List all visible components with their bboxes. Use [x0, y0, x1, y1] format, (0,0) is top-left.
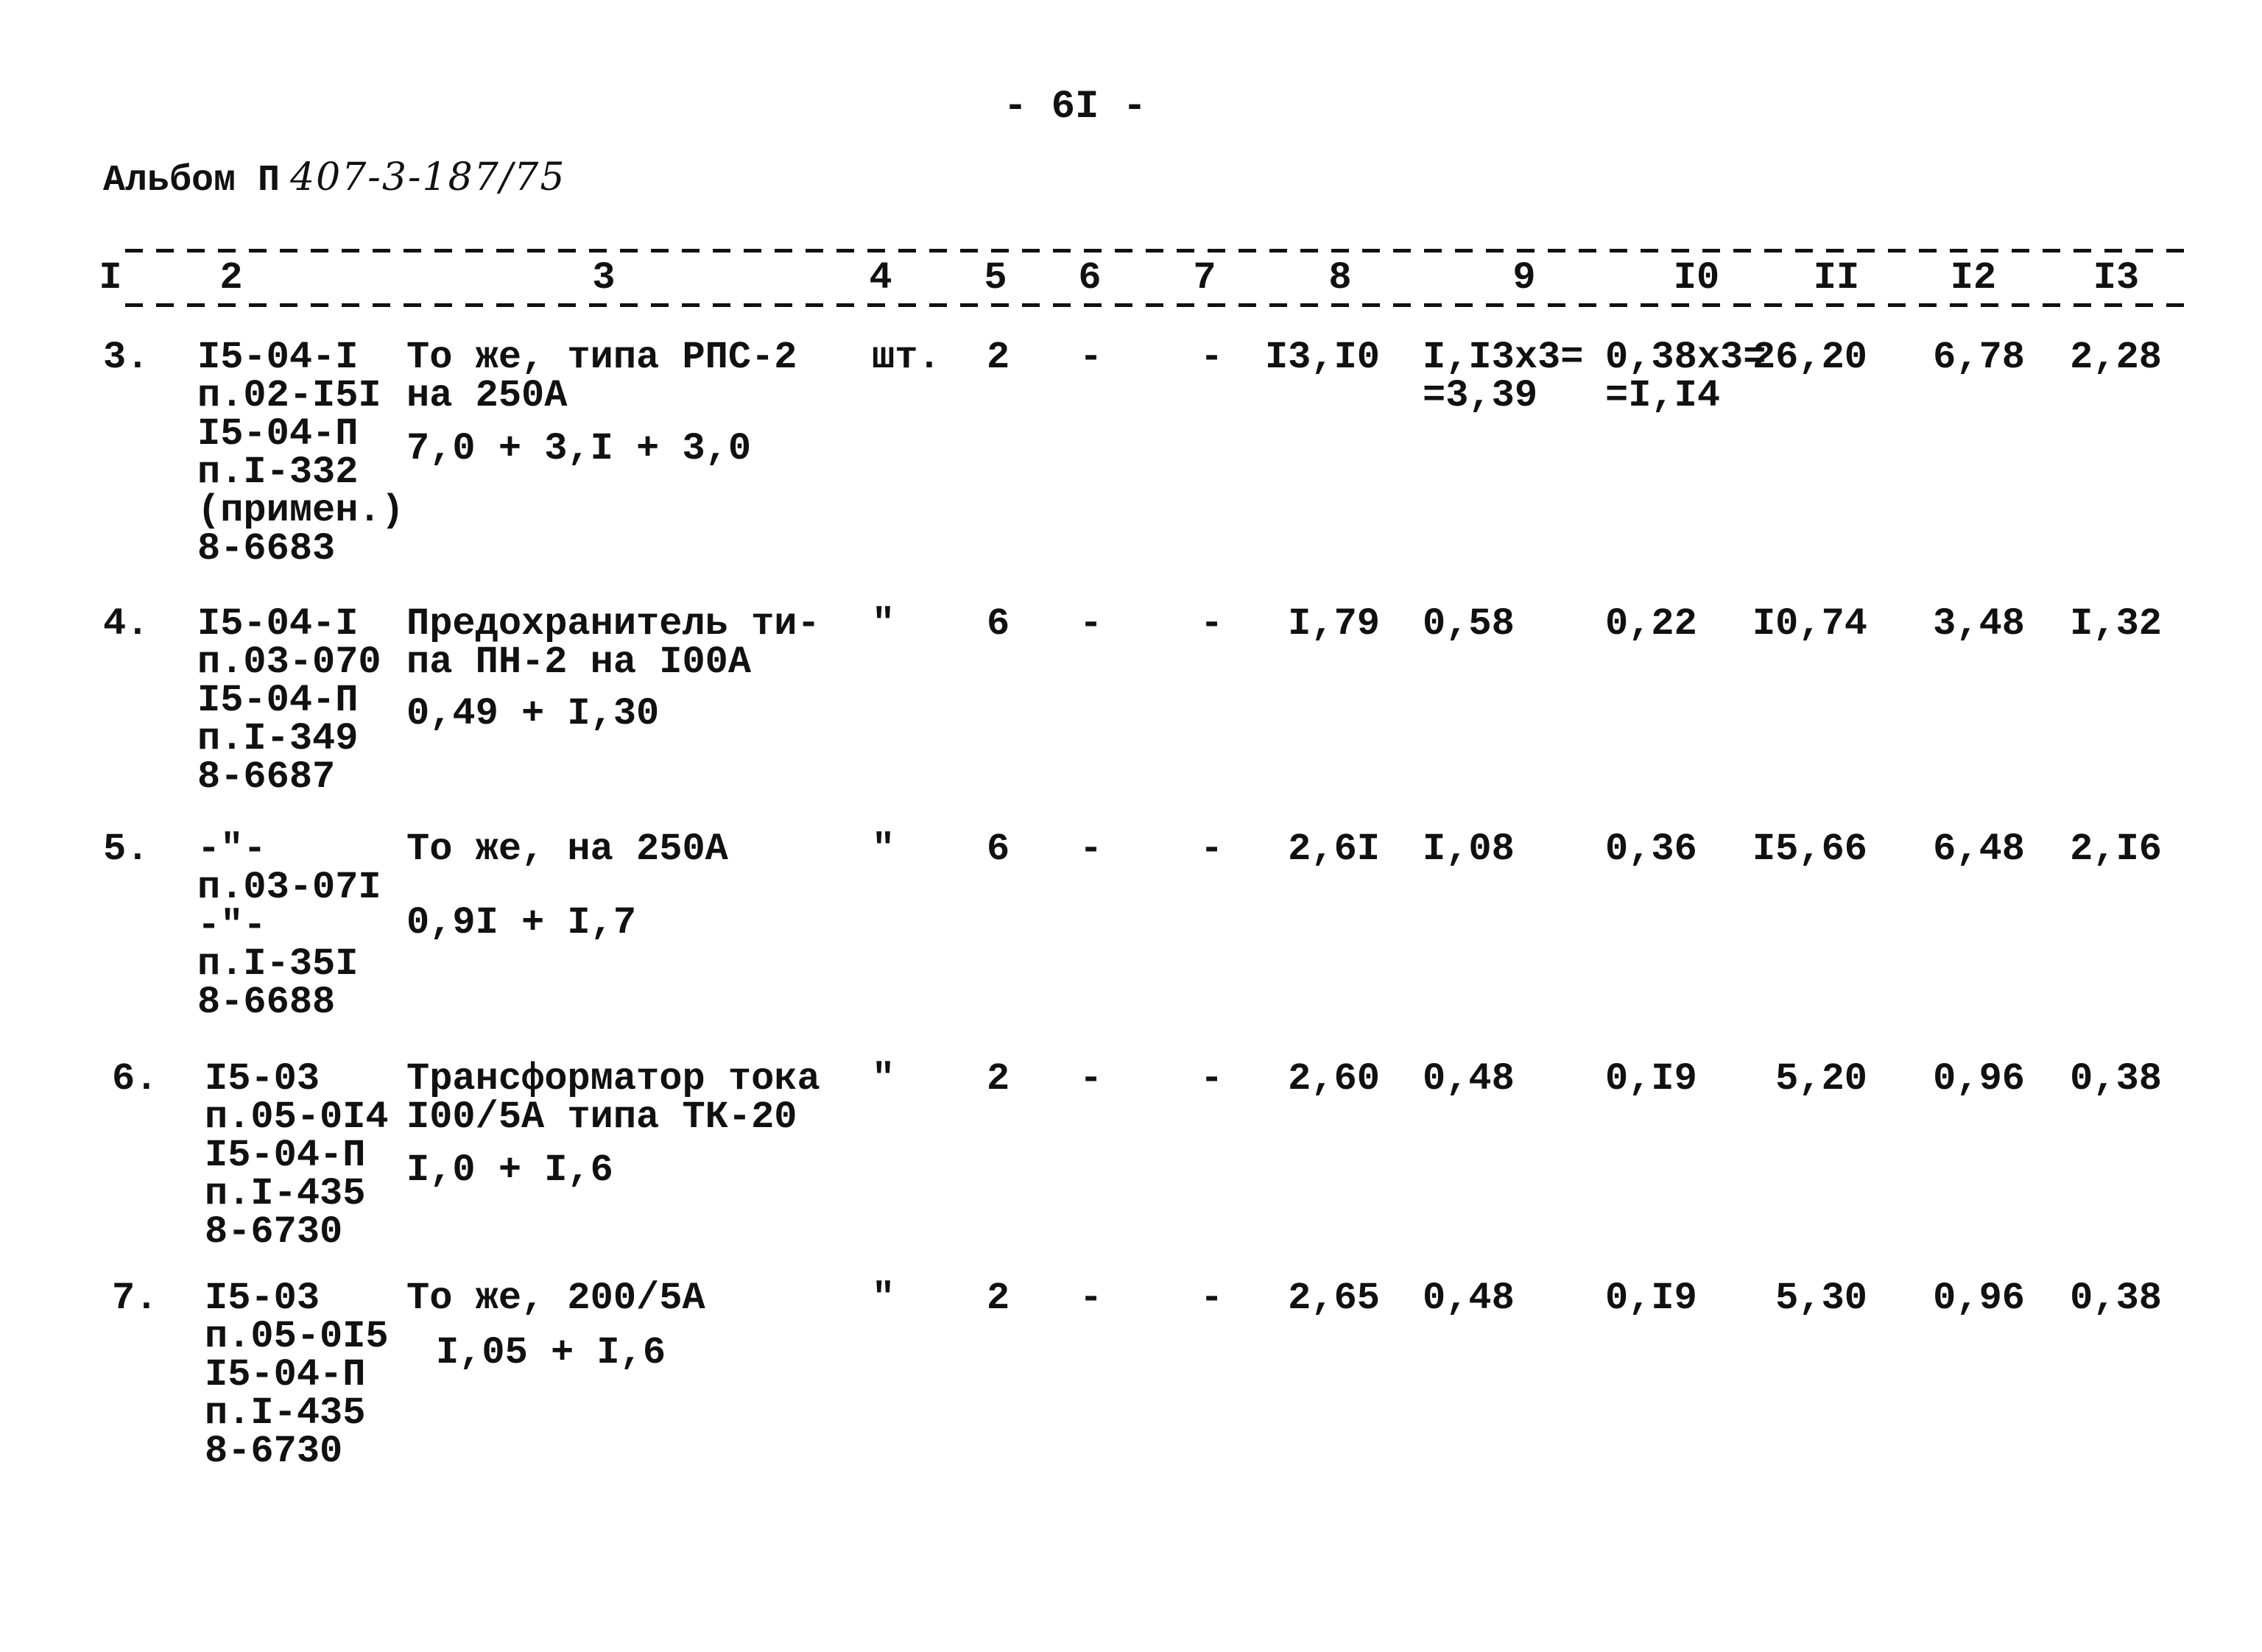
description-cell: То же, 200/5А [406, 1277, 705, 1320]
reference-cell: I5-04-I п.02-I5I I5-04-П п.I-332 (примен… [197, 336, 404, 571]
column-header: 7 [1193, 256, 1216, 300]
unit-cell: шт. [872, 336, 941, 379]
col9-cell: 0,48 [1423, 1057, 1515, 1101]
col6-cell: - [1079, 336, 1103, 379]
col6-cell: - [1079, 1057, 1103, 1101]
col7-cell: - [1200, 1277, 1224, 1320]
quantity-cell: 2 [987, 1277, 1010, 1320]
unit-cell: " [872, 1277, 895, 1320]
col11-cell: I5,66 [1752, 827, 1867, 871]
col12-cell: 6,78 [1933, 336, 2025, 379]
album-heading: Альбом П 407-3-187/75 [103, 158, 566, 200]
col12-cell: 6,48 [1933, 827, 2025, 871]
row-number: 7. [112, 1277, 158, 1320]
column-header: 4 [869, 256, 892, 300]
formula-cell: I,05 + I,6 [436, 1331, 666, 1374]
col10-cell: 0,I9 [1605, 1277, 1697, 1320]
col6-cell: - [1079, 827, 1103, 871]
column-header: I0 [1673, 256, 1720, 300]
col11-cell: I0,74 [1752, 602, 1867, 646]
col9-cell: I,08 [1423, 827, 1515, 871]
col8-cell: 2,60 [1288, 1057, 1380, 1101]
col9-cell: I,I3x3= =3,39 [1423, 336, 1584, 417]
description-cell: Предохранитель ти- па ПН-2 на I00А [406, 602, 820, 684]
col11-cell: 5,30 [1775, 1277, 1867, 1320]
row-number: 5. [103, 827, 149, 871]
col10-cell: 0,22 [1605, 602, 1697, 646]
col10-cell: 0,38x3= =I,I4 [1605, 336, 1766, 417]
reference-cell: I5-03 п.05-0I5 I5-04-П п.I-435 8-6730 [205, 1277, 389, 1473]
reference-cell: I5-03 п.05-0I4 I5-04-П п.I-435 8-6730 [205, 1057, 389, 1254]
col10-cell: 0,I9 [1605, 1057, 1697, 1101]
col12-cell: 3,48 [1933, 602, 2025, 646]
col8-cell: I3,I0 [1264, 336, 1380, 379]
unit-cell: " [872, 1057, 895, 1101]
reference-cell: I5-04-I п.03-070 I5-04-П п.I-349 8-6687 [197, 602, 381, 799]
col11-cell: 26,20 [1752, 336, 1867, 379]
header-bottom-rule [125, 303, 2187, 307]
column-header: 6 [1078, 256, 1102, 300]
column-header: 2 [219, 256, 243, 300]
col13-cell: 0,38 [2070, 1057, 2162, 1101]
description-cell: То же, типа РПС-2 на 250А [406, 336, 797, 417]
page-number: - 6I - [1003, 85, 1147, 130]
col8-cell: I,79 [1288, 602, 1380, 646]
row-number: 4. [103, 602, 149, 646]
quantity-cell: 6 [987, 602, 1010, 646]
column-header: II [1813, 256, 1860, 300]
col6-cell: - [1079, 1277, 1103, 1320]
col12-cell: 0,96 [1933, 1057, 2025, 1101]
col7-cell: - [1200, 336, 1224, 379]
col11-cell: 5,20 [1775, 1057, 1867, 1101]
col8-cell: 2,65 [1288, 1277, 1380, 1320]
col9-cell: 0,58 [1423, 602, 1515, 646]
col7-cell: - [1200, 1057, 1224, 1101]
description-cell: То же, на 250А [406, 827, 728, 871]
column-header: I2 [1950, 256, 1997, 300]
album-code: 407-3-187/75 [290, 155, 566, 200]
col13-cell: 2,I6 [2070, 827, 2162, 871]
column-header: I [99, 256, 122, 300]
reference-cell: -"- п.03-07I -"- п.I-35I 8-6688 [197, 827, 381, 1024]
quantity-cell: 6 [987, 827, 1010, 871]
formula-cell: 7,0 + 3,I + 3,0 [406, 427, 752, 470]
column-header: 9 [1512, 256, 1536, 300]
unit-cell: " [872, 602, 895, 646]
col13-cell: 2,28 [2070, 336, 2162, 379]
quantity-cell: 2 [987, 1057, 1010, 1101]
row-number: 6. [112, 1057, 158, 1101]
col10-cell: 0,36 [1605, 827, 1697, 871]
formula-cell: I,0 + I,6 [406, 1148, 613, 1192]
col13-cell: I,32 [2070, 602, 2162, 646]
column-header: 5 [984, 256, 1007, 300]
album-label: Альбом П [103, 160, 281, 202]
col9-cell: 0,48 [1423, 1277, 1515, 1320]
col6-cell: - [1079, 602, 1103, 646]
column-header: 8 [1328, 256, 1352, 300]
column-header: I3 [2093, 256, 2140, 300]
formula-cell: 0,9I + I,7 [406, 901, 637, 945]
col7-cell: - [1200, 602, 1224, 646]
row-number: 3. [103, 336, 149, 379]
description-cell: Трансформатор тока I00/5А типа ТК-20 [406, 1057, 820, 1139]
column-header: 3 [592, 256, 616, 300]
quantity-cell: 2 [987, 336, 1010, 379]
col13-cell: 0,38 [2070, 1277, 2162, 1320]
unit-cell: " [872, 827, 895, 871]
table-top-rule [125, 249, 2187, 253]
col12-cell: 0,96 [1933, 1277, 2025, 1320]
col7-cell: - [1200, 827, 1224, 871]
formula-cell: 0,49 + I,30 [406, 692, 660, 735]
col8-cell: 2,6I [1288, 827, 1380, 871]
